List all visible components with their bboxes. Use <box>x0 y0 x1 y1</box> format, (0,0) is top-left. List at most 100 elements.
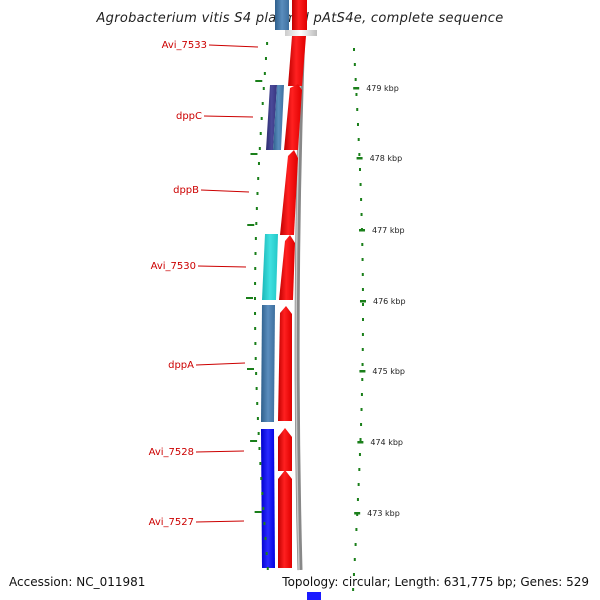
gene-label-avi_7527: Avi_7527 <box>149 517 194 528</box>
gene-dppc-reverse <box>266 85 277 150</box>
left-tick-dot <box>257 162 260 165</box>
gene-dppa-reverse <box>261 305 275 422</box>
left-tick-dot <box>260 477 263 480</box>
scale-dot <box>360 423 363 426</box>
scale-dot <box>355 93 358 96</box>
scale-dot <box>359 183 362 186</box>
scale-dot <box>360 393 363 396</box>
gene-avi_7530-reverse <box>262 234 278 300</box>
scale-tick-label: 473 kbp <box>367 509 400 518</box>
scale-dot <box>353 48 356 51</box>
scale-dot <box>358 468 361 471</box>
left-tick-dot <box>255 207 258 210</box>
left-tick-dot <box>254 252 257 255</box>
gene-leader-avi_7533 <box>208 44 259 48</box>
scale-dot <box>352 573 355 576</box>
left-tick-dot <box>256 417 259 420</box>
gene-leader-avi_7528 <box>195 450 245 453</box>
scale-tick-label: 476 kbp <box>373 297 406 306</box>
scale-track: 479 kbp 478 kbp 477 kbp 476 kbp 475 kbp 474 k… <box>352 48 406 591</box>
left-tick-dot <box>264 57 267 60</box>
left-tick-dot <box>259 132 262 135</box>
left-tick-dot <box>262 87 265 90</box>
gene-avi_7533-forward <box>288 36 306 86</box>
scale-dot <box>360 213 363 216</box>
scale-dot <box>361 258 364 261</box>
left-tick-dot <box>263 522 266 525</box>
left-tick-dot <box>262 507 265 510</box>
gene-label-avi_7533: Avi_7533 <box>162 40 207 51</box>
left-tick-dot <box>263 72 266 75</box>
scale-major-tick <box>359 300 366 303</box>
left-tick-dot <box>254 357 257 360</box>
left-tick-dot <box>254 237 257 240</box>
scale-major-tick <box>359 229 366 232</box>
partial-backbone-top <box>285 30 317 36</box>
scale-dot <box>354 78 357 81</box>
scale-dot <box>361 273 364 276</box>
gene-label-avi_7530: Avi_7530 <box>151 261 196 272</box>
gene-avi_7527-forward <box>278 470 292 568</box>
left-tick-dot <box>258 447 261 450</box>
scale-dot <box>361 348 364 351</box>
left-tick-major <box>247 368 255 370</box>
scale-tick-label: 475 kbp <box>372 367 405 376</box>
forward-strand <box>278 36 306 568</box>
left-tick-dot <box>266 567 269 570</box>
scale-dot <box>361 303 364 306</box>
scale-dot <box>361 363 364 366</box>
scale-major-tick <box>356 157 363 160</box>
partial-gene-top-blue <box>275 0 289 30</box>
scale-dot <box>357 138 360 141</box>
scale-dot <box>360 198 363 201</box>
gene-leader-avi_7527 <box>195 520 245 523</box>
left-tick-dot <box>254 282 257 285</box>
scale-dot <box>361 288 364 291</box>
left-tick-major <box>250 440 258 442</box>
scale-dot <box>361 318 364 321</box>
scale-tick-label: 478 kbp <box>370 154 403 163</box>
left-tick-major <box>255 80 263 82</box>
partial-gene-bottom-blue <box>307 592 321 600</box>
scale-tick-label: 474 kbp <box>370 438 403 447</box>
partial-gene-top-red <box>292 0 307 30</box>
scale-dot <box>352 588 355 591</box>
accession-label: Accession: NC_011981 <box>9 575 146 589</box>
left-tick-dot <box>259 462 262 465</box>
scale-dot <box>353 63 356 66</box>
gene-avi_7530-forward <box>279 235 295 300</box>
gene-dppa-forward <box>278 306 292 421</box>
gene-labels: Avi_7533 dppC dppB Avi_7530 dppA Avi_7528 Avi_… <box>149 40 259 528</box>
gene-avi_7528-reverse <box>261 429 275 568</box>
scale-dot <box>361 378 364 381</box>
gene-label-dppa: dppA <box>168 360 194 371</box>
scale-dot <box>358 453 361 456</box>
scale-major-tick <box>357 441 364 444</box>
gene-avi_7528-forward <box>278 428 292 471</box>
left-tick-dot <box>257 432 260 435</box>
left-tick-dot <box>261 492 264 495</box>
left-tick-dot <box>254 297 257 300</box>
gene-label-avi_7528: Avi_7528 <box>149 447 194 458</box>
scale-dot <box>354 543 357 546</box>
left-tick-dot <box>254 327 257 330</box>
scale-dot <box>356 123 359 126</box>
scale-dot <box>356 108 359 111</box>
left-tick-track <box>246 42 269 570</box>
scale-dot <box>355 528 358 531</box>
gene-leader-dppc <box>203 115 254 118</box>
scale-dot <box>358 153 361 156</box>
left-tick-dot <box>257 177 260 180</box>
left-tick-major <box>247 224 255 226</box>
left-tick-dot <box>255 372 258 375</box>
left-tick-major <box>246 297 254 299</box>
scale-major-tick <box>353 87 360 90</box>
left-tick-dot <box>255 387 258 390</box>
reverse-strand <box>261 85 284 568</box>
gene-dppb-forward <box>280 150 298 235</box>
gene-leader-dppa <box>195 362 246 366</box>
gene-leader-dppb <box>200 189 250 193</box>
gene-leader-avi_7530 <box>197 265 247 268</box>
scale-major-tick <box>354 512 361 515</box>
